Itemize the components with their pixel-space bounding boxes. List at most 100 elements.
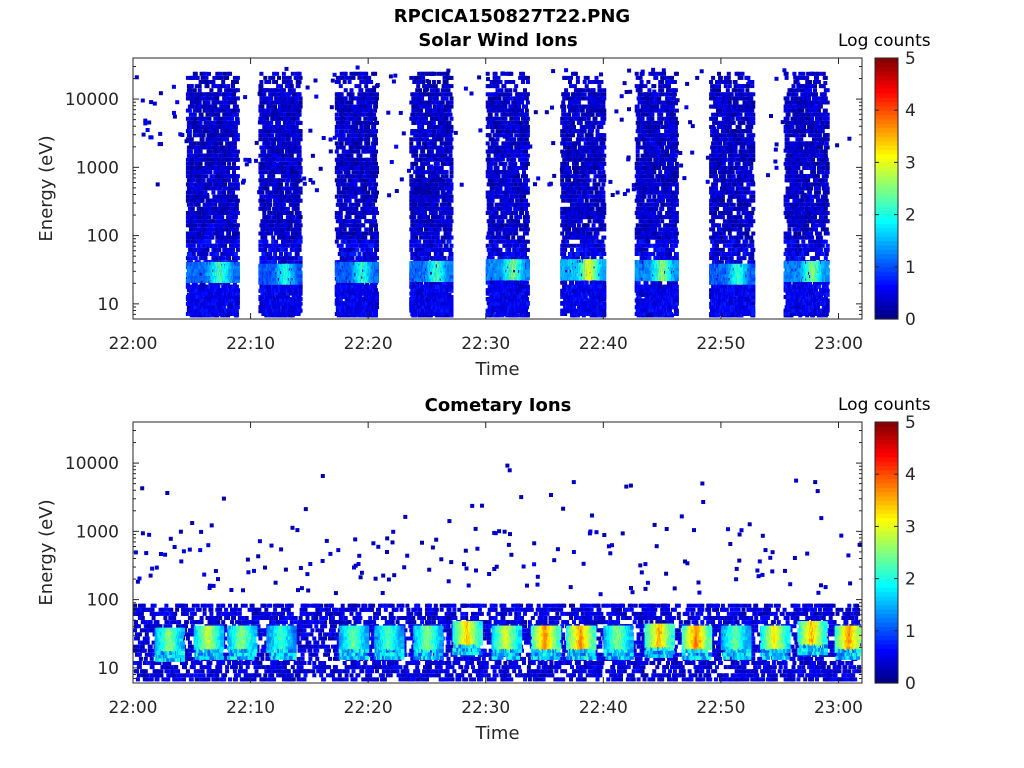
- heatmap-cell: [293, 133, 298, 138]
- heatmap-cell: [204, 215, 209, 220]
- heatmap-cell: [185, 161, 190, 166]
- heatmap-cell: [355, 247, 360, 252]
- heatmap-cell: [410, 131, 415, 136]
- heatmap-cell: [359, 137, 364, 142]
- heatmap-cell: [231, 247, 235, 252]
- heatmap-cell: [221, 211, 226, 215]
- heatmap-cell: [203, 256, 208, 261]
- heatmap-cell: [357, 239, 362, 244]
- heatmap-cell: [273, 104, 278, 109]
- heatmap-cell: [266, 141, 271, 146]
- heatmap-cell: [268, 88, 273, 93]
- panel-2-colorbar-label: Log counts: [838, 395, 931, 415]
- heatmap-cell: [208, 211, 213, 215]
- heatmap-cell: [297, 174, 302, 179]
- heatmap-cell: [269, 178, 274, 183]
- heatmap-cell: [204, 129, 209, 134]
- heatmap-cell: [391, 79, 396, 84]
- heatmap-cell: [297, 161, 302, 166]
- heatmap-cell: [265, 186, 270, 191]
- heatmap-cell: [220, 215, 225, 220]
- heatmap-cell: [187, 153, 192, 158]
- heatmap-cell: [197, 223, 202, 228]
- heatmap-cell: [211, 219, 216, 224]
- heatmap-cell: [298, 215, 303, 220]
- heatmap-cell: [296, 141, 301, 146]
- heatmap-cell: [193, 100, 198, 105]
- heatmap-cell: [193, 313, 198, 318]
- heatmap-cell: [190, 292, 195, 297]
- heatmap-cell: [610, 193, 615, 197]
- heatmap-cell: [260, 157, 265, 162]
- heatmap-cell: [277, 157, 281, 162]
- heatmap-cell: [235, 120, 240, 125]
- heatmap-cell: [190, 145, 195, 150]
- heatmap-cell: [203, 170, 208, 175]
- heatmap-cell: [297, 219, 302, 224]
- heatmap-cell: [286, 227, 291, 232]
- heatmap-cell: [212, 112, 217, 117]
- heatmap-cell: [218, 88, 223, 93]
- heatmap-cell: [389, 160, 394, 164]
- heatmap-cell: [297, 112, 302, 117]
- heatmap-cell: [338, 194, 343, 199]
- heatmap-cell: [201, 186, 206, 191]
- heatmap-cell: [189, 308, 194, 313]
- heatmap-cell: [201, 223, 206, 228]
- heatmap-cell: [193, 256, 198, 261]
- heatmap-cell: [235, 137, 240, 142]
- heatmap-cell: [267, 133, 272, 138]
- heatmap-cell: [196, 202, 201, 207]
- heatmap-cell: [189, 190, 194, 195]
- heatmap-cell: [233, 194, 238, 199]
- heatmap-cell: [283, 96, 288, 101]
- heatmap-cell: [222, 157, 227, 162]
- heatmap-cell: [190, 104, 195, 109]
- heatmap-cell: [216, 137, 221, 142]
- heatmap-cell: [260, 190, 265, 195]
- heatmap-cell: [232, 288, 236, 293]
- heatmap-cell: [209, 202, 214, 207]
- heatmap-cell: [260, 174, 265, 179]
- heatmap-cell: [285, 231, 290, 236]
- heatmap-cell: [270, 223, 275, 228]
- heatmap-cell: [336, 80, 341, 84]
- heatmap-cell: [351, 75, 356, 80]
- heatmap-cell: [207, 215, 212, 220]
- heatmap-cell: [218, 194, 223, 199]
- heatmap-cell: [357, 219, 362, 224]
- heatmap-cell: [267, 227, 272, 232]
- heatmap-cell: [288, 239, 293, 244]
- heatmap-cell: [211, 108, 216, 113]
- heatmap-cell: [297, 145, 302, 150]
- heatmap-cell: [195, 292, 200, 297]
- heatmap-cell: [341, 133, 346, 138]
- heatmap-cell: [201, 133, 206, 138]
- heatmap-cell: [276, 247, 281, 252]
- heatmap-cell: [548, 181, 553, 186]
- heatmap-cell: [186, 202, 191, 207]
- heatmap-cell: [354, 206, 359, 211]
- heatmap-cell: [199, 112, 204, 117]
- heatmap-cell: [364, 84, 369, 89]
- heatmap-cell: [220, 231, 225, 236]
- heatmap-cell: [682, 176, 687, 181]
- heatmap-cell: [185, 75, 190, 80]
- heatmap-cell: [347, 80, 352, 84]
- heatmap-cell: [446, 68, 451, 73]
- heatmap-cell: [346, 219, 351, 224]
- heatmap-cell: [261, 161, 266, 166]
- heatmap-cell: [277, 125, 281, 129]
- heatmap-cell: [235, 88, 240, 93]
- heatmap-cell: [206, 100, 211, 105]
- heatmap-cell: [224, 116, 229, 121]
- heatmap-cell: [203, 120, 208, 125]
- heatmap-cell: [215, 161, 220, 166]
- heatmap-cell: [186, 235, 191, 240]
- heatmap-cell: [147, 120, 152, 125]
- heatmap-cell: [193, 227, 198, 232]
- heatmap-cell: [353, 71, 358, 76]
- heatmap-cell: [232, 141, 237, 146]
- heatmap-cell: [232, 149, 236, 154]
- heatmap-cell: [205, 194, 210, 199]
